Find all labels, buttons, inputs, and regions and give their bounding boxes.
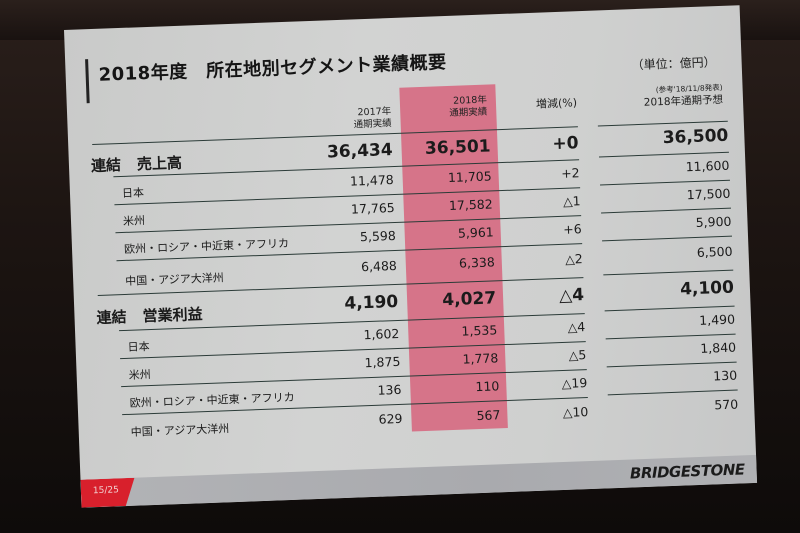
value-forecast: 570 (714, 396, 739, 413)
title-main: 所在地別セグメント業績概要 (205, 52, 447, 82)
region-label: 欧州・ロシア・中近東・アフリカ (129, 390, 295, 410)
sales-change: +0 (552, 133, 579, 155)
value-forecast: 17,500 (686, 185, 731, 203)
section-divider (603, 269, 734, 276)
page-number-tab: 15/25 (80, 478, 135, 508)
value-forecast: 5,900 (695, 213, 732, 230)
bridgestone-logo: BRIDGESTONE (630, 460, 745, 482)
region-label: 日本 (121, 186, 145, 200)
value-fy2017: 6,488 (360, 257, 398, 275)
value-change: △4 (567, 319, 586, 335)
value-forecast: 6,500 (696, 243, 733, 260)
value-change: +2 (560, 165, 580, 181)
row-divider (606, 361, 737, 368)
slide-title: 2018年度 所在地別セグメント業績概要 (98, 48, 447, 87)
value-fy2017: 1,875 (364, 353, 401, 371)
operating-income-change: △4 (558, 285, 585, 307)
page-number: 15/25 (92, 485, 120, 497)
value-change: +6 (562, 221, 582, 237)
region-label: 欧州・ロシア・中近東・アフリカ (123, 236, 290, 256)
value-change: △19 (561, 375, 588, 391)
value-fy2017: 5,598 (359, 227, 397, 245)
row-divider (607, 389, 738, 396)
sales-fy2017: 36,434 (326, 140, 393, 163)
presentation-slide: 2018年度 所在地別セグメント業績概要 （単位：億円） 2017年 通期実績 … (64, 5, 758, 508)
region-label: 米州 (128, 368, 151, 382)
header-fy2018: 2018年 通期実績 (412, 95, 488, 122)
value-forecast: 130 (712, 367, 738, 384)
title-year: 2018年度 (98, 61, 189, 86)
region-label: 中国・アジア大洋州 (125, 271, 224, 288)
value-change: △1 (562, 193, 581, 209)
region-label: 日本 (127, 340, 150, 354)
brand-name: BRIDGESTONE (629, 460, 745, 483)
value-change: △5 (568, 347, 587, 363)
value-fy2017: 1,602 (363, 325, 400, 343)
operating-income-fy2017: 4,190 (344, 291, 399, 314)
value-fy2017: 11,478 (349, 172, 394, 189)
row-divider (601, 207, 731, 214)
sales-forecast: 36,500 (662, 125, 729, 149)
slide-footer: 15/25 BRIDGESTONE (80, 454, 758, 508)
header-fy2017-label: 通期実績 (353, 118, 392, 131)
operating-income-prefix: 連結 (96, 307, 127, 327)
sales-fy2018: 36,501 (424, 136, 491, 159)
value-forecast: 1,840 (700, 339, 737, 356)
value-change: △10 (562, 404, 589, 420)
value-fy2017: 17,765 (350, 200, 396, 217)
header-change: 増減(%) (535, 96, 578, 111)
title-accent-bar (85, 59, 90, 104)
row-divider (602, 235, 733, 242)
row-divider (605, 333, 736, 340)
row-divider (598, 151, 729, 158)
value-forecast: 11,600 (685, 157, 730, 175)
region-label: 米州 (122, 214, 146, 228)
operating-income-fy2018: 4,027 (442, 288, 497, 311)
sales-label: 売上高 (136, 153, 183, 174)
sales-prefix: 連結 (90, 156, 122, 176)
unit-label: （単位：億円） (631, 55, 716, 73)
value-fy2017: 629 (378, 410, 403, 427)
value-change: △2 (564, 251, 584, 267)
operating-income-forecast: 4,100 (679, 277, 735, 300)
value-fy2017: 136 (377, 381, 402, 398)
value-forecast: 1,490 (698, 311, 736, 328)
region-label: 中国・アジア大洋州 (130, 422, 230, 439)
row-divider (600, 179, 730, 186)
row-divider (604, 305, 735, 312)
operating-income-label: 営業利益 (142, 305, 203, 326)
header-fy2017: 2017年 通期実績 (329, 106, 392, 132)
